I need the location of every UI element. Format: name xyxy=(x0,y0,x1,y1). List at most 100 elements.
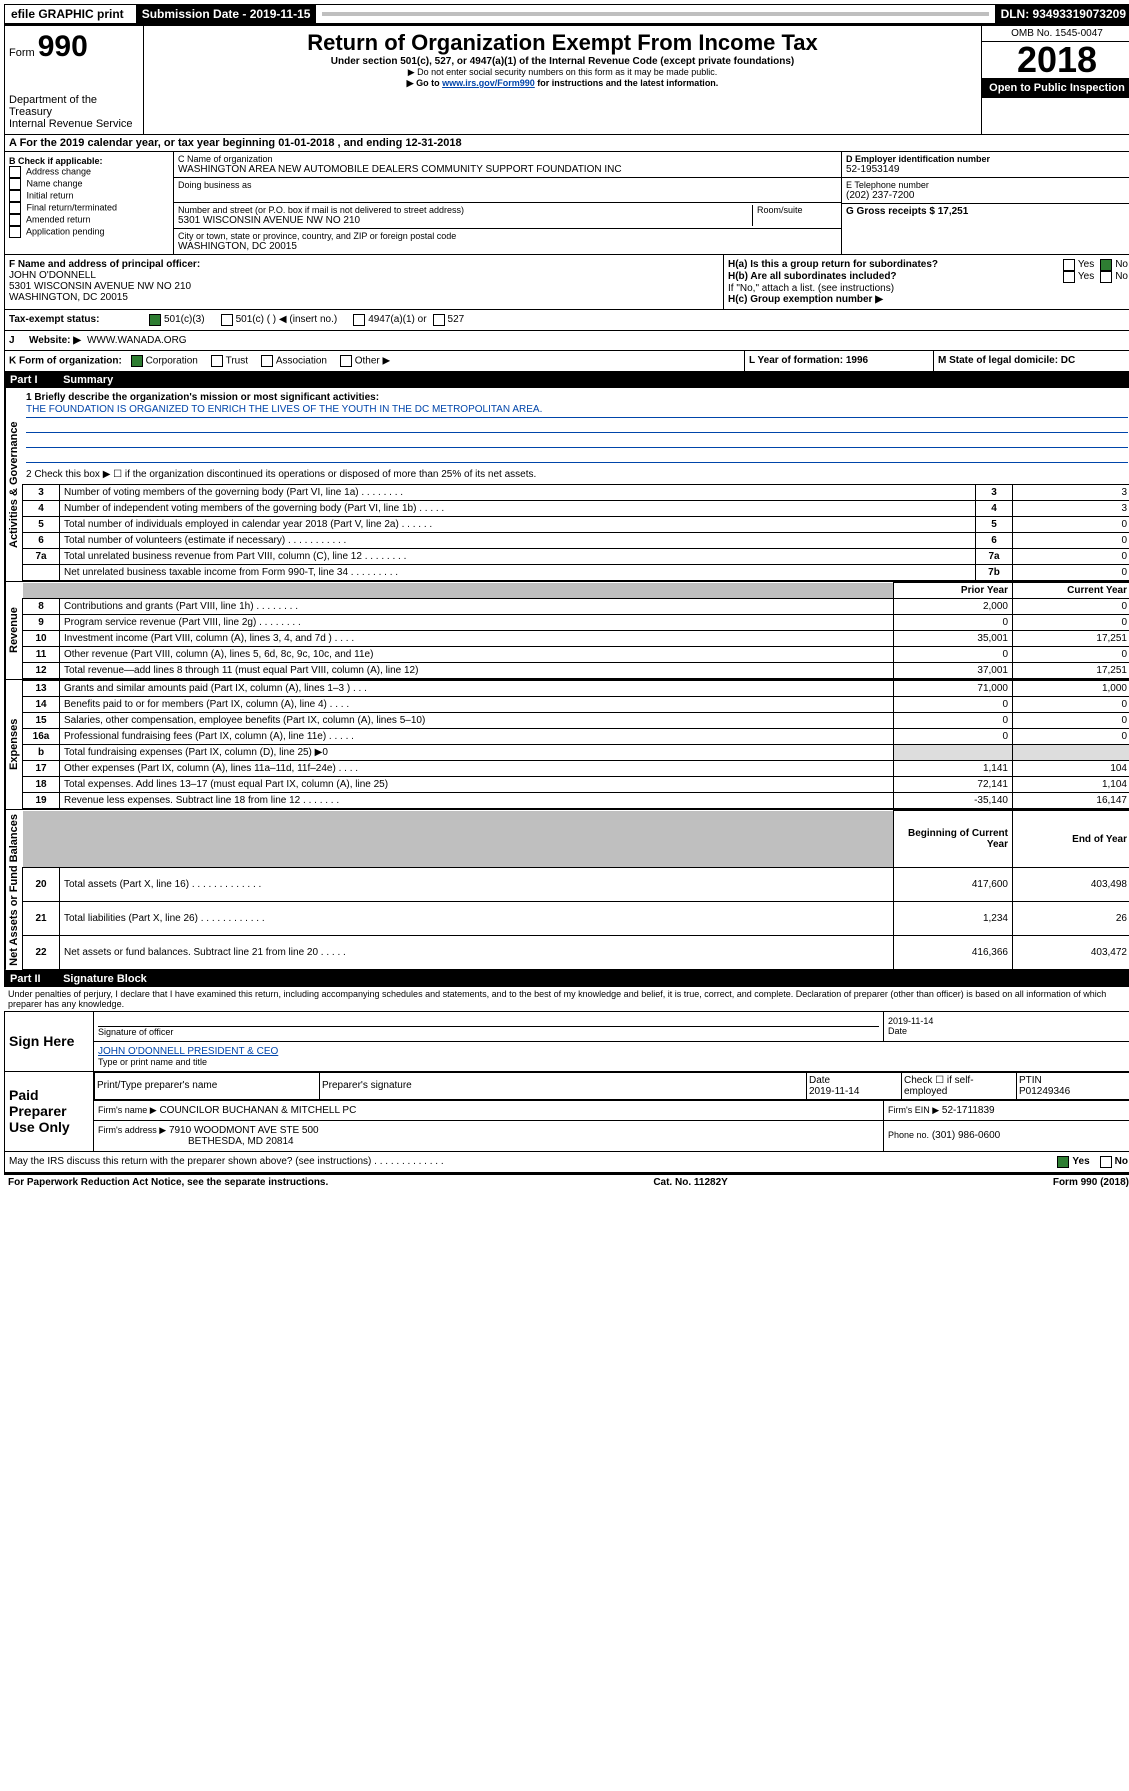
row-desc: Program service revenue (Part VIII, line… xyxy=(60,615,894,631)
row-curr xyxy=(1013,745,1129,761)
other-checkbox[interactable] xyxy=(340,355,352,367)
header-right-block: OMB No. 1545-0047 2018 Open to Public In… xyxy=(981,26,1129,134)
discuss-text: May the IRS discuss this return with the… xyxy=(9,1156,1057,1168)
ha-no-checkbox[interactable] xyxy=(1100,259,1112,271)
footer-right: Form 990 (2018) xyxy=(1053,1177,1129,1188)
row-num: 7a xyxy=(23,549,60,565)
firm-ein-label: Firm's EIN ▶ xyxy=(888,1105,939,1115)
assoc-checkbox[interactable] xyxy=(261,355,273,367)
row-curr: 0 xyxy=(1013,647,1129,663)
row-desc: Total fundraising expenses (Part IX, col… xyxy=(60,745,894,761)
row-box: 7a xyxy=(976,549,1013,565)
sig-date-label: Date xyxy=(888,1026,1128,1036)
dba-label: Doing business as xyxy=(178,180,837,190)
row-prior: 71,000 xyxy=(894,681,1013,697)
colb-item: Initial return xyxy=(9,190,169,202)
year-formation: L Year of formation: 1996 xyxy=(744,351,933,371)
row-num: 6 xyxy=(23,533,60,549)
hb-note: If "No," attach a list. (see instruction… xyxy=(728,283,1128,294)
corp-checkbox[interactable] xyxy=(131,355,143,367)
mission-blank3 xyxy=(26,448,1128,463)
section-fh: F Name and address of principal officer:… xyxy=(4,255,1129,310)
ssn-note: ▶ Do not enter social security numbers o… xyxy=(148,67,977,78)
row-prior: 0 xyxy=(894,713,1013,729)
check-item[interactable] xyxy=(9,166,21,178)
row-curr: 104 xyxy=(1013,761,1129,777)
row-prior: 416,366 xyxy=(894,935,1013,969)
row-curr: 26 xyxy=(1013,902,1129,936)
part2-header: Part II Signature Block xyxy=(4,971,1129,987)
row-curr: 17,251 xyxy=(1013,631,1129,647)
colb-item: Name change xyxy=(9,178,169,190)
trust-checkbox[interactable] xyxy=(211,355,223,367)
top-bar: efile GRAPHIC print Submission Date - 20… xyxy=(4,4,1129,24)
ha-yes-checkbox[interactable] xyxy=(1063,259,1075,271)
row-prior: -35,140 xyxy=(894,793,1013,809)
row-num: b xyxy=(23,745,60,761)
org-address: 5301 WISCONSIN AVENUE NW NO 210 xyxy=(178,215,752,226)
527-checkbox[interactable] xyxy=(433,314,445,326)
form-prefix: Form xyxy=(9,47,35,59)
mission-text: THE FOUNDATION IS ORGANIZED TO ENRICH TH… xyxy=(26,403,1128,418)
open-public-badge: Open to Public Inspection xyxy=(982,78,1129,98)
side-net-assets: Net Assets or Fund Balances xyxy=(5,810,22,970)
group-return: H(a) Is this a group return for subordin… xyxy=(723,255,1129,309)
paid-preparer-label: Paid Preparer Use Only xyxy=(5,1071,94,1151)
check-item[interactable] xyxy=(9,214,21,226)
row-curr: 1,104 xyxy=(1013,777,1129,793)
check-item[interactable] xyxy=(9,202,21,214)
row-num: 16a xyxy=(23,729,60,745)
row-val: 0 xyxy=(1013,533,1129,549)
dept-irs: Internal Revenue Service xyxy=(9,118,139,130)
mission-blank2 xyxy=(26,433,1128,448)
row-curr: 403,498 xyxy=(1013,868,1129,902)
row-curr: 1,000 xyxy=(1013,681,1129,697)
501c3-checkbox[interactable] xyxy=(149,314,161,326)
colb-item: Application pending xyxy=(9,226,169,238)
row-desc: Number of independent voting members of … xyxy=(60,501,976,517)
ptin-label: PTIN xyxy=(1019,1075,1042,1086)
expenses-table: 13 Grants and similar amounts paid (Part… xyxy=(22,680,1129,809)
ein-label: D Employer identification number xyxy=(846,154,1128,164)
state-domicile: M State of legal domicile: DC xyxy=(933,351,1129,371)
goto-pre: ▶ Go to xyxy=(407,78,442,88)
hb-yes-label: Yes xyxy=(1078,271,1094,283)
form-of-org: K Form of organization: Corporation Trus… xyxy=(5,351,744,371)
goto-post: for instructions and the latest informat… xyxy=(535,78,719,88)
efile-label[interactable]: efile GRAPHIC print xyxy=(5,5,130,23)
row-prior: 1,141 xyxy=(894,761,1013,777)
check-item[interactable] xyxy=(9,226,21,238)
dln: DLN: 93493319073209 xyxy=(995,5,1129,23)
row-prior: 0 xyxy=(894,615,1013,631)
hb-yes-checkbox[interactable] xyxy=(1063,271,1075,283)
hb-no-checkbox[interactable] xyxy=(1100,271,1112,283)
4947-checkbox[interactable] xyxy=(353,314,365,326)
check-item[interactable] xyxy=(9,178,21,190)
check-item[interactable] xyxy=(9,190,21,202)
discuss-yes-checkbox[interactable] xyxy=(1057,1156,1069,1168)
501c-checkbox[interactable] xyxy=(221,314,233,326)
row-desc: Total unrelated business revenue from Pa… xyxy=(60,549,976,565)
row-box: 4 xyxy=(976,501,1013,517)
row-prior: 1,234 xyxy=(894,902,1013,936)
row-desc: Total expenses. Add lines 13–17 (must eq… xyxy=(60,777,894,793)
tax-year: 2018 xyxy=(982,42,1129,78)
irs-link[interactable]: www.irs.gov/Form990 xyxy=(442,78,535,88)
firm-phone-label: Phone no. xyxy=(888,1130,929,1140)
officer-addr1: 5301 WISCONSIN AVENUE NW NO 210 xyxy=(9,281,719,292)
q1-label: 1 Briefly describe the organization's mi… xyxy=(26,392,1128,403)
row-desc: Total revenue—add lines 8 through 11 (mu… xyxy=(60,663,894,679)
row-box: 5 xyxy=(976,517,1013,533)
sig-date-value: 2019-11-14 xyxy=(888,1016,1128,1026)
revenue-section: Revenue Prior Year Current Year8 Contrib… xyxy=(4,582,1129,680)
col-b-checkboxes: B Check if applicable: Address change Na… xyxy=(5,152,174,254)
form-title: Return of Organization Exempt From Incom… xyxy=(148,30,977,56)
website-label: Website: ▶ xyxy=(29,335,81,346)
side-expenses: Expenses xyxy=(5,680,22,809)
self-employed-check[interactable]: Check ☐ if self-employed xyxy=(902,1072,1017,1099)
row-curr: 403,472 xyxy=(1013,935,1129,969)
row-desc: Contributions and grants (Part VIII, lin… xyxy=(60,599,894,615)
row-klm: K Form of organization: Corporation Trus… xyxy=(4,351,1129,372)
form-number: 990 xyxy=(38,30,88,63)
discuss-no-checkbox[interactable] xyxy=(1100,1156,1112,1168)
